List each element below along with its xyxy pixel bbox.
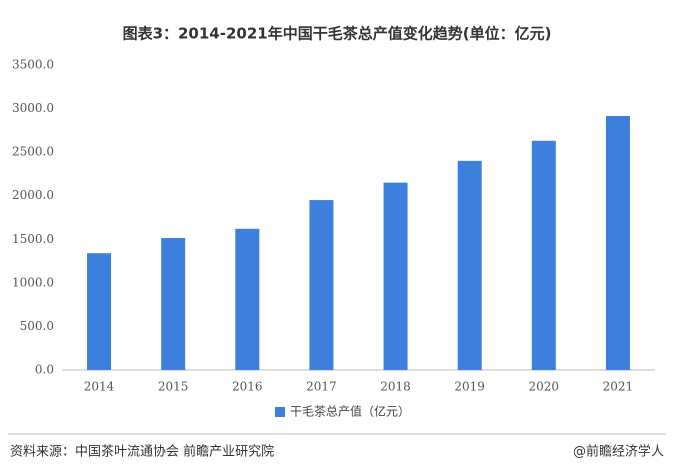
x-tick-label: 2017	[306, 380, 337, 394]
bar	[531, 140, 556, 370]
y-tick-label: 3500.0	[12, 58, 54, 72]
legend-label: 干毛茶总产值（亿元）	[290, 404, 410, 419]
x-tick-label: 2019	[454, 380, 485, 394]
x-tick-label: 2015	[158, 380, 189, 394]
bar	[87, 253, 112, 370]
source: 资料来源：中国茶叶流通协会 前瞻产业研究院	[10, 444, 274, 460]
bar	[383, 182, 408, 370]
bar	[457, 160, 482, 370]
bar	[309, 200, 334, 370]
bar	[235, 228, 260, 370]
y-tick-label: 2500.0	[12, 145, 54, 159]
y-tick-label: 1000.0	[12, 275, 54, 289]
x-tick-label: 2014	[84, 380, 115, 394]
y-tick-label: 0.0	[35, 363, 54, 377]
x-tick-label: 2021	[603, 380, 634, 394]
y-tick-label: 2000.0	[12, 188, 54, 202]
x-tick-label: 2018	[380, 380, 411, 394]
credit: @前瞻经济学人	[573, 444, 664, 460]
y-tick-label: 1500.0	[12, 232, 54, 246]
chart-title: 图表3：2014-2021年中国干毛茶总产值变化趋势(单位：亿元)	[123, 25, 552, 43]
x-tick-label: 2016	[232, 380, 263, 394]
legend-swatch	[275, 407, 285, 417]
x-tick-label: 2020	[529, 380, 560, 394]
y-tick-label: 3000.0	[12, 101, 54, 115]
bar	[161, 237, 186, 370]
y-tick-label: 500.0	[20, 319, 54, 333]
bar	[605, 115, 630, 370]
